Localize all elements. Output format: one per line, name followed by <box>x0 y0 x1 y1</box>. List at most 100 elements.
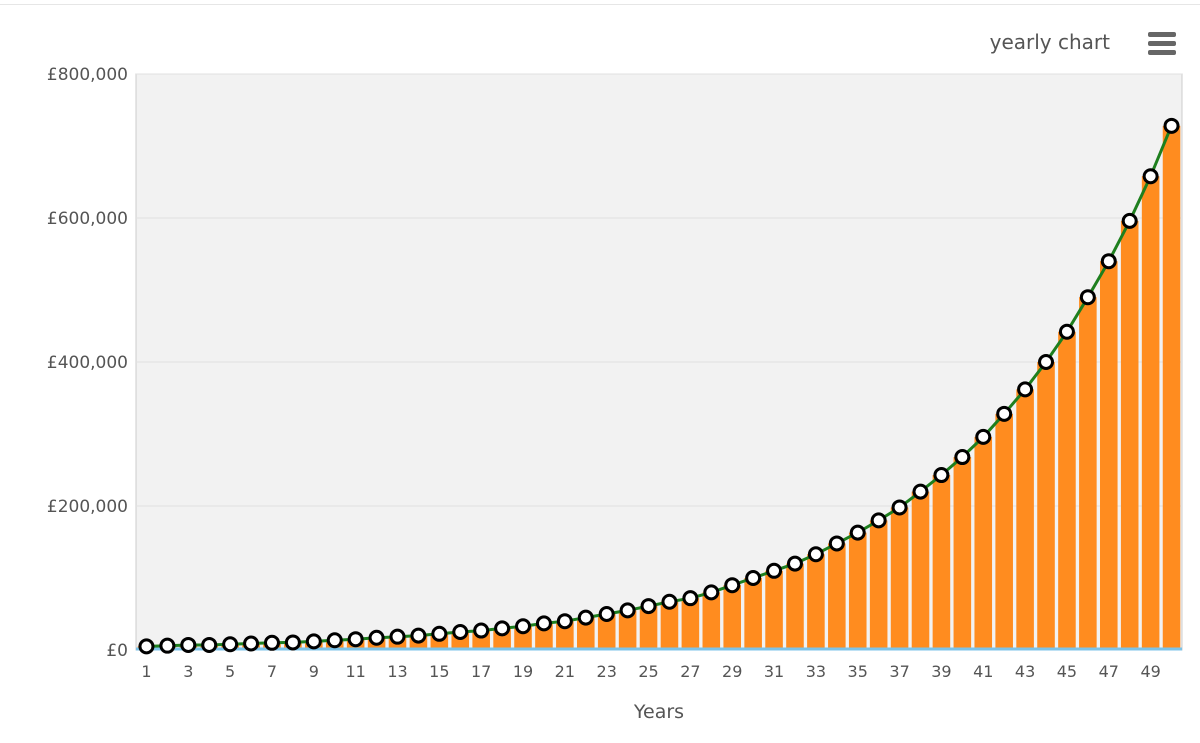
point-year-29 <box>724 577 741 594</box>
point-year-22 <box>577 609 594 626</box>
x-tick-label: 25 <box>638 662 658 681</box>
point-year-47 <box>1100 253 1117 270</box>
bar-year-28 <box>702 592 721 650</box>
bar-year-36 <box>869 520 888 650</box>
bar-year-22 <box>576 617 595 650</box>
bar-year-29 <box>723 585 742 650</box>
point-year-7 <box>263 634 280 651</box>
x-axis-title: Years <box>633 701 684 723</box>
x-tick-label: 45 <box>1057 662 1077 681</box>
bar-year-24 <box>618 610 637 650</box>
bar-year-45 <box>1058 331 1076 650</box>
point-year-24 <box>619 602 636 619</box>
point-year-23 <box>598 606 615 622</box>
x-tick-label: 35 <box>848 662 868 681</box>
bar-year-50 <box>1162 125 1181 651</box>
bar-year-40 <box>953 457 972 650</box>
y-axis-labels: £0 £200,000 £400,000 £600,000 £800,000 <box>47 65 128 661</box>
x-tick-label: 41 <box>973 662 993 681</box>
point-year-5 <box>222 636 239 653</box>
point-year-17 <box>473 622 490 639</box>
point-year-50 <box>1163 117 1180 134</box>
x-tick-label: 1 <box>141 662 151 681</box>
point-year-20 <box>535 615 552 632</box>
x-tick-label: 39 <box>931 662 951 681</box>
bar-year-35 <box>848 532 867 650</box>
x-tick-label: 47 <box>1099 662 1119 681</box>
bar-year-33 <box>807 554 825 650</box>
bar-year-41 <box>974 436 993 650</box>
x-tick-label: 5 <box>225 662 235 681</box>
bar-year-42 <box>995 413 1013 650</box>
x-tick-label: 37 <box>889 662 909 681</box>
point-year-25 <box>640 598 657 615</box>
point-year-36 <box>870 512 887 529</box>
x-tick-label: 9 <box>309 662 319 681</box>
bar-year-25 <box>639 606 658 650</box>
x-tick-label: 15 <box>429 662 449 681</box>
point-year-21 <box>556 613 573 630</box>
bar-year-31 <box>765 570 783 650</box>
y-tick-label: £600,000 <box>47 209 128 229</box>
point-year-40 <box>954 449 971 466</box>
point-year-28 <box>703 584 720 601</box>
point-year-27 <box>682 590 699 607</box>
point-year-38 <box>912 483 929 500</box>
y-tick-label: £800,000 <box>47 65 128 85</box>
point-year-2 <box>159 637 176 654</box>
point-year-12 <box>368 629 385 646</box>
x-tick-label: 3 <box>183 662 193 681</box>
x-tick-label: 43 <box>1015 662 1035 681</box>
chart-label: yearly chart <box>989 30 1110 54</box>
x-tick-label: 29 <box>722 662 742 681</box>
bar-year-26 <box>660 601 679 650</box>
menu-icon-bar <box>1148 50 1176 55</box>
point-year-42 <box>996 405 1013 422</box>
point-year-49 <box>1142 168 1159 185</box>
point-year-4 <box>201 636 218 653</box>
point-year-8 <box>284 634 301 651</box>
bar-year-49 <box>1141 176 1160 651</box>
point-year-46 <box>1079 289 1096 306</box>
point-year-15 <box>431 625 448 642</box>
line-points <box>138 117 1180 655</box>
point-year-48 <box>1121 212 1138 229</box>
top-border <box>0 0 1200 5</box>
bar-year-27 <box>681 598 700 650</box>
x-tick-label: 23 <box>597 662 617 681</box>
point-year-31 <box>766 562 783 579</box>
hamburger-menu-icon[interactable] <box>1146 30 1178 58</box>
bar-year-43 <box>1016 389 1034 650</box>
x-tick-label: 27 <box>680 662 700 681</box>
bar-year-30 <box>744 578 762 650</box>
menu-icon-bar <box>1148 41 1176 46</box>
point-year-45 <box>1058 323 1075 340</box>
x-tick-label: 33 <box>806 662 826 681</box>
point-year-26 <box>661 593 678 610</box>
point-year-18 <box>494 620 511 637</box>
bar-year-47 <box>1099 261 1118 650</box>
point-year-6 <box>243 635 260 652</box>
y-tick-label: £0 <box>106 641 128 661</box>
x-tick-label: 11 <box>345 662 365 681</box>
x-tick-label: 49 <box>1140 662 1160 681</box>
point-year-19 <box>515 618 532 635</box>
y-tick-label: £400,000 <box>47 353 128 373</box>
x-axis-labels: 1 3 5 7 9 11 13 15 17 19 21 23 25 27 29 31 33 35 37 39 41 43 4… <box>141 662 1160 681</box>
bar-year-23 <box>597 614 616 650</box>
point-year-1 <box>138 638 155 655</box>
point-year-37 <box>891 499 908 516</box>
point-year-32 <box>786 555 803 572</box>
point-year-39 <box>933 467 950 484</box>
point-year-41 <box>975 428 992 445</box>
bar-year-38 <box>911 491 930 650</box>
x-tick-label: 13 <box>387 662 407 681</box>
x-tick-label: 19 <box>513 662 533 681</box>
point-year-13 <box>389 628 406 645</box>
point-year-9 <box>305 633 322 650</box>
point-year-3 <box>180 636 197 653</box>
point-year-14 <box>410 627 427 644</box>
bar-year-44 <box>1037 362 1055 650</box>
bar-year-48 <box>1120 220 1139 650</box>
